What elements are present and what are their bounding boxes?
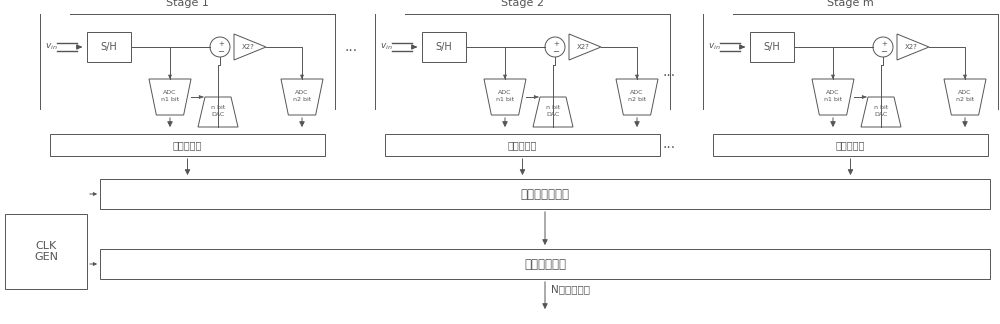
Circle shape — [873, 37, 893, 57]
Text: 输出寄存器: 输出寄存器 — [836, 140, 865, 150]
Text: ADC
n2 bit: ADC n2 bit — [293, 90, 311, 102]
Polygon shape — [897, 34, 929, 60]
Text: ...: ... — [662, 137, 676, 151]
Text: n bit
DAC: n bit DAC — [546, 105, 560, 117]
Text: −: − — [218, 47, 224, 56]
Text: CLK
GEN: CLK GEN — [34, 241, 58, 262]
Polygon shape — [569, 34, 601, 60]
Polygon shape — [198, 97, 238, 127]
Polygon shape — [812, 79, 854, 115]
Bar — [100, 249, 990, 279]
Text: 输出寄存器: 输出寄存器 — [173, 140, 202, 150]
Text: X2?: X2? — [577, 44, 590, 50]
Text: n bit
DAC: n bit DAC — [211, 105, 225, 117]
Polygon shape — [616, 79, 658, 115]
Text: ADC
n2 bit: ADC n2 bit — [628, 90, 646, 102]
Text: ...: ... — [662, 65, 676, 79]
Text: n bit
DAC: n bit DAC — [874, 105, 888, 117]
Circle shape — [210, 37, 230, 57]
Text: ...: ... — [344, 40, 358, 54]
Text: $v_{in}$: $v_{in}$ — [380, 42, 393, 52]
Text: S/H: S/H — [764, 42, 780, 52]
Text: 数字校准电路: 数字校准电路 — [524, 258, 566, 271]
Text: X2?: X2? — [242, 44, 255, 50]
Text: N位数字输出: N位数字输出 — [551, 284, 590, 294]
Polygon shape — [861, 97, 901, 127]
Polygon shape — [484, 79, 526, 115]
Text: ADC
n1 bit: ADC n1 bit — [161, 90, 179, 102]
Polygon shape — [149, 79, 191, 115]
Text: Stage 2: Stage 2 — [501, 0, 544, 8]
Bar — [5, 214, 87, 289]
Polygon shape — [533, 97, 573, 127]
Text: ADC
n1 bit: ADC n1 bit — [824, 90, 842, 102]
Text: +: + — [553, 40, 559, 47]
Text: 输出寄存器: 输出寄存器 — [508, 140, 537, 150]
Text: −: − — [552, 47, 560, 56]
Bar — [100, 179, 990, 209]
Text: Stage m: Stage m — [827, 0, 874, 8]
Polygon shape — [281, 79, 323, 115]
Bar — [713, 134, 988, 156]
Text: +: + — [881, 40, 887, 47]
Bar — [750, 32, 794, 62]
Bar — [385, 134, 660, 156]
Text: $v_{in}$: $v_{in}$ — [708, 42, 721, 52]
Text: 延追对准寄存器: 延追对准寄存器 — [520, 188, 570, 201]
Text: S/H: S/H — [436, 42, 452, 52]
Circle shape — [545, 37, 565, 57]
Bar — [50, 134, 325, 156]
Text: Stage 1: Stage 1 — [166, 0, 209, 8]
Text: X2?: X2? — [905, 44, 918, 50]
Bar — [422, 32, 466, 62]
Text: $v_{in}$: $v_{in}$ — [45, 42, 58, 52]
Text: −: − — [881, 47, 888, 56]
Text: S/H: S/H — [101, 42, 117, 52]
Polygon shape — [944, 79, 986, 115]
Bar — [87, 32, 131, 62]
Text: +: + — [218, 40, 224, 47]
Polygon shape — [234, 34, 266, 60]
Text: ADC
n1 bit: ADC n1 bit — [496, 90, 514, 102]
Text: ADC
n2 bit: ADC n2 bit — [956, 90, 974, 102]
